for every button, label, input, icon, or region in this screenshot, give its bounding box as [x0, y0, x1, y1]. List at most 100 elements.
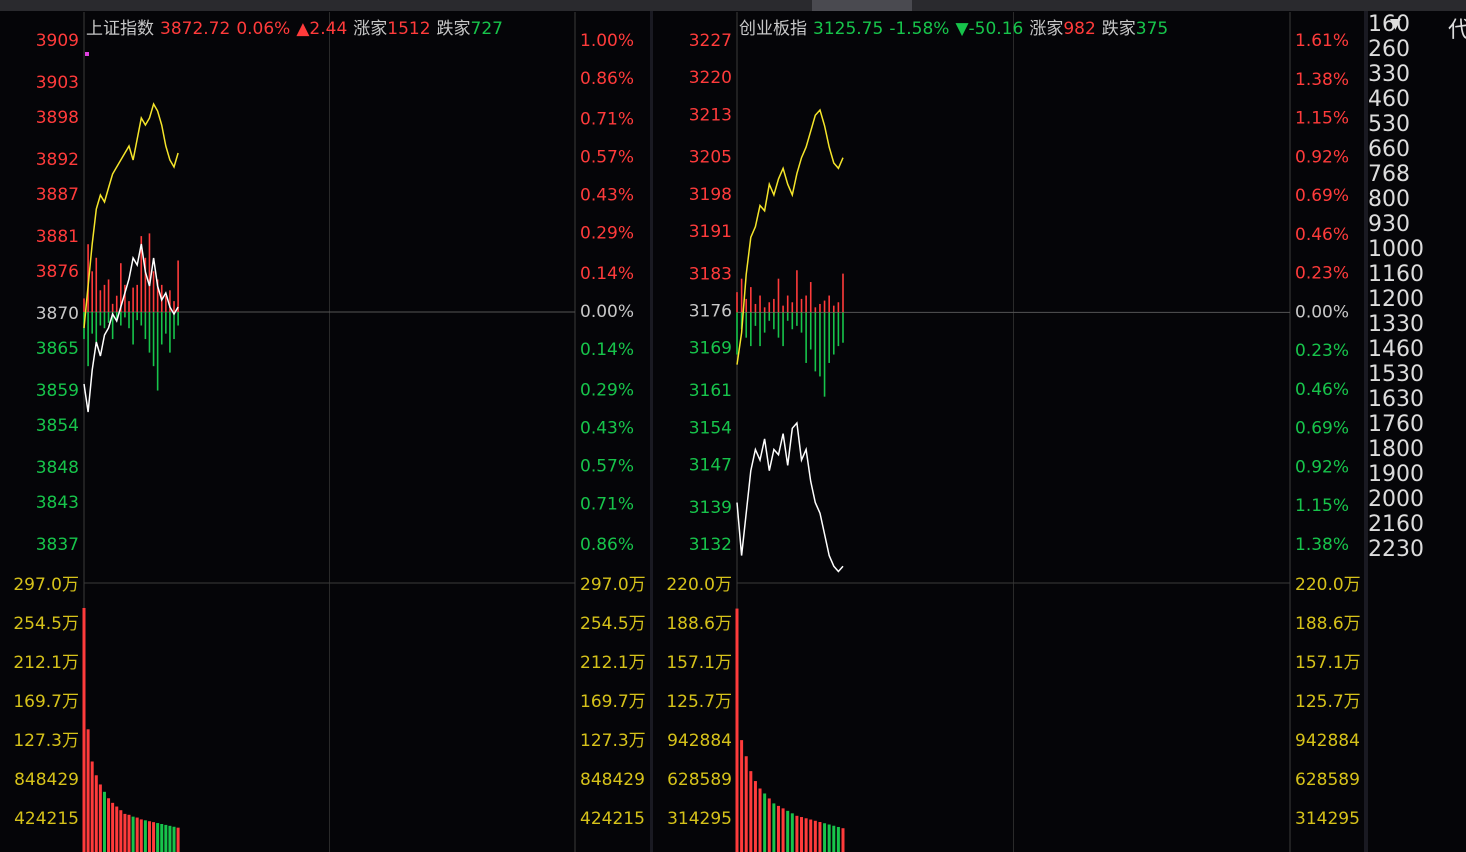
y2-tick-label: 1.00%	[580, 31, 634, 51]
row-code: 30	[1396, 387, 1424, 412]
up-bar	[823, 300, 826, 313]
down-bar	[177, 311, 179, 326]
row-code: 00	[1396, 462, 1424, 487]
down-bar	[103, 311, 106, 329]
row-index: 3	[1368, 62, 1382, 87]
row-index: 16	[1368, 387, 1396, 412]
list-row[interactable]: 2000	[1368, 487, 1466, 512]
row-index: 4	[1368, 87, 1382, 112]
y-tick-label: 3837	[36, 535, 79, 555]
y2-tick-label: 0.69%	[1295, 186, 1349, 206]
down-bar	[111, 311, 114, 340]
list-row[interactable]: 800	[1368, 187, 1466, 212]
list-row[interactable]: 1530	[1368, 362, 1466, 387]
row-code: 00	[1396, 237, 1424, 262]
volume-bar	[123, 813, 127, 852]
list-row[interactable]: 1330	[1368, 312, 1466, 337]
volume-tick-label: 169.7万	[580, 692, 646, 712]
list-row[interactable]: 2160	[1368, 512, 1466, 537]
row-index: 19	[1368, 462, 1396, 487]
down-bar	[99, 311, 102, 326]
index-name: 创业板指	[739, 19, 807, 39]
list-row[interactable]: 1160	[1368, 262, 1466, 287]
y2-tick-label: 1.61%	[1295, 31, 1349, 51]
panel-divider	[650, 11, 653, 852]
y-tick-label: 3191	[689, 222, 732, 242]
up-bar	[814, 307, 817, 313]
up-bar	[750, 287, 752, 313]
volume-bar	[82, 607, 86, 852]
y2-tick-label: 0.57%	[580, 456, 634, 476]
down-bar	[740, 312, 743, 330]
list-row[interactable]: 660	[1368, 137, 1466, 162]
list-row[interactable]: 768	[1368, 162, 1466, 187]
list-row[interactable]: 260	[1368, 37, 1466, 62]
list-row[interactable]: 2230	[1368, 537, 1466, 562]
list-row[interactable]: 1900	[1368, 462, 1466, 487]
up-bar	[777, 278, 780, 313]
up-bar	[99, 290, 102, 312]
volume-bar	[111, 802, 115, 852]
y-tick-label: 3147	[689, 455, 732, 475]
up-bar	[805, 295, 807, 313]
volume-tick-label: 297.0万	[13, 575, 79, 595]
volume-bar	[135, 817, 139, 852]
volume-bar	[827, 824, 831, 852]
y-tick-label: 3213	[689, 105, 732, 125]
list-row[interactable]: 160	[1368, 12, 1466, 37]
up-bar	[148, 233, 151, 312]
list-row[interactable]: 1800	[1368, 437, 1466, 462]
list-row[interactable]: 530	[1368, 112, 1466, 137]
volume-tick-label: 169.7万	[13, 692, 79, 712]
y-tick-label: 3892	[36, 150, 79, 170]
y-tick-label: 3843	[36, 493, 79, 513]
y-tick-label: 3183	[689, 264, 732, 284]
row-code: 30	[1382, 212, 1410, 237]
row-index: 21	[1368, 512, 1396, 537]
up-bar	[124, 284, 126, 312]
up-bar	[128, 301, 130, 312]
row-index: 11	[1368, 262, 1396, 287]
list-row[interactable]: 1760	[1368, 412, 1466, 437]
up-bar	[763, 307, 766, 313]
up-bar	[115, 295, 118, 312]
list-row[interactable]: 1460	[1368, 337, 1466, 362]
down-bar	[805, 312, 807, 363]
up-bar	[745, 298, 748, 313]
y2-tick-label: 0.00%	[1295, 302, 1349, 322]
row-code: 60	[1396, 412, 1424, 437]
row-index: 18	[1368, 437, 1396, 462]
list-row[interactable]: 930	[1368, 212, 1466, 237]
volume-tick-label: 220.0万	[666, 575, 732, 595]
up-bar	[169, 290, 171, 312]
y2-tick-label: 0.86%	[580, 535, 634, 555]
y-tick-label: 3848	[36, 458, 79, 478]
row-index: 20	[1368, 487, 1396, 512]
up-bar	[103, 284, 106, 312]
list-row[interactable]: 330	[1368, 62, 1466, 87]
down-bar	[115, 311, 118, 321]
volume-tick-label: 848429	[14, 770, 79, 790]
volume-bar	[832, 825, 836, 852]
y2-tick-label: 0.86%	[580, 69, 634, 89]
volume-bar	[823, 823, 827, 852]
active-tab[interactable]	[812, 0, 912, 11]
list-row[interactable]: 460	[1368, 87, 1466, 112]
volume-tick-label: 942884	[1295, 731, 1360, 751]
up-bar	[809, 282, 812, 313]
down-bar	[782, 312, 784, 347]
y-tick-label: 3154	[689, 418, 732, 438]
down-bar	[165, 311, 167, 334]
volume-tick-label: 254.5万	[13, 614, 79, 634]
up-bar	[740, 278, 743, 313]
list-row[interactable]: 1630	[1368, 387, 1466, 412]
list-row[interactable]: 1200	[1368, 287, 1466, 312]
y-tick-label: 3887	[36, 185, 79, 205]
down-bar	[823, 312, 826, 397]
list-row[interactable]: 1000	[1368, 237, 1466, 262]
y2-tick-label: 0.92%	[1295, 457, 1349, 477]
down-bar	[124, 311, 126, 318]
down-bar	[87, 311, 89, 367]
index-header: 创业板指 3125.75 -1.58% ▼-50.16 涨家982 跌家375	[739, 14, 1174, 39]
